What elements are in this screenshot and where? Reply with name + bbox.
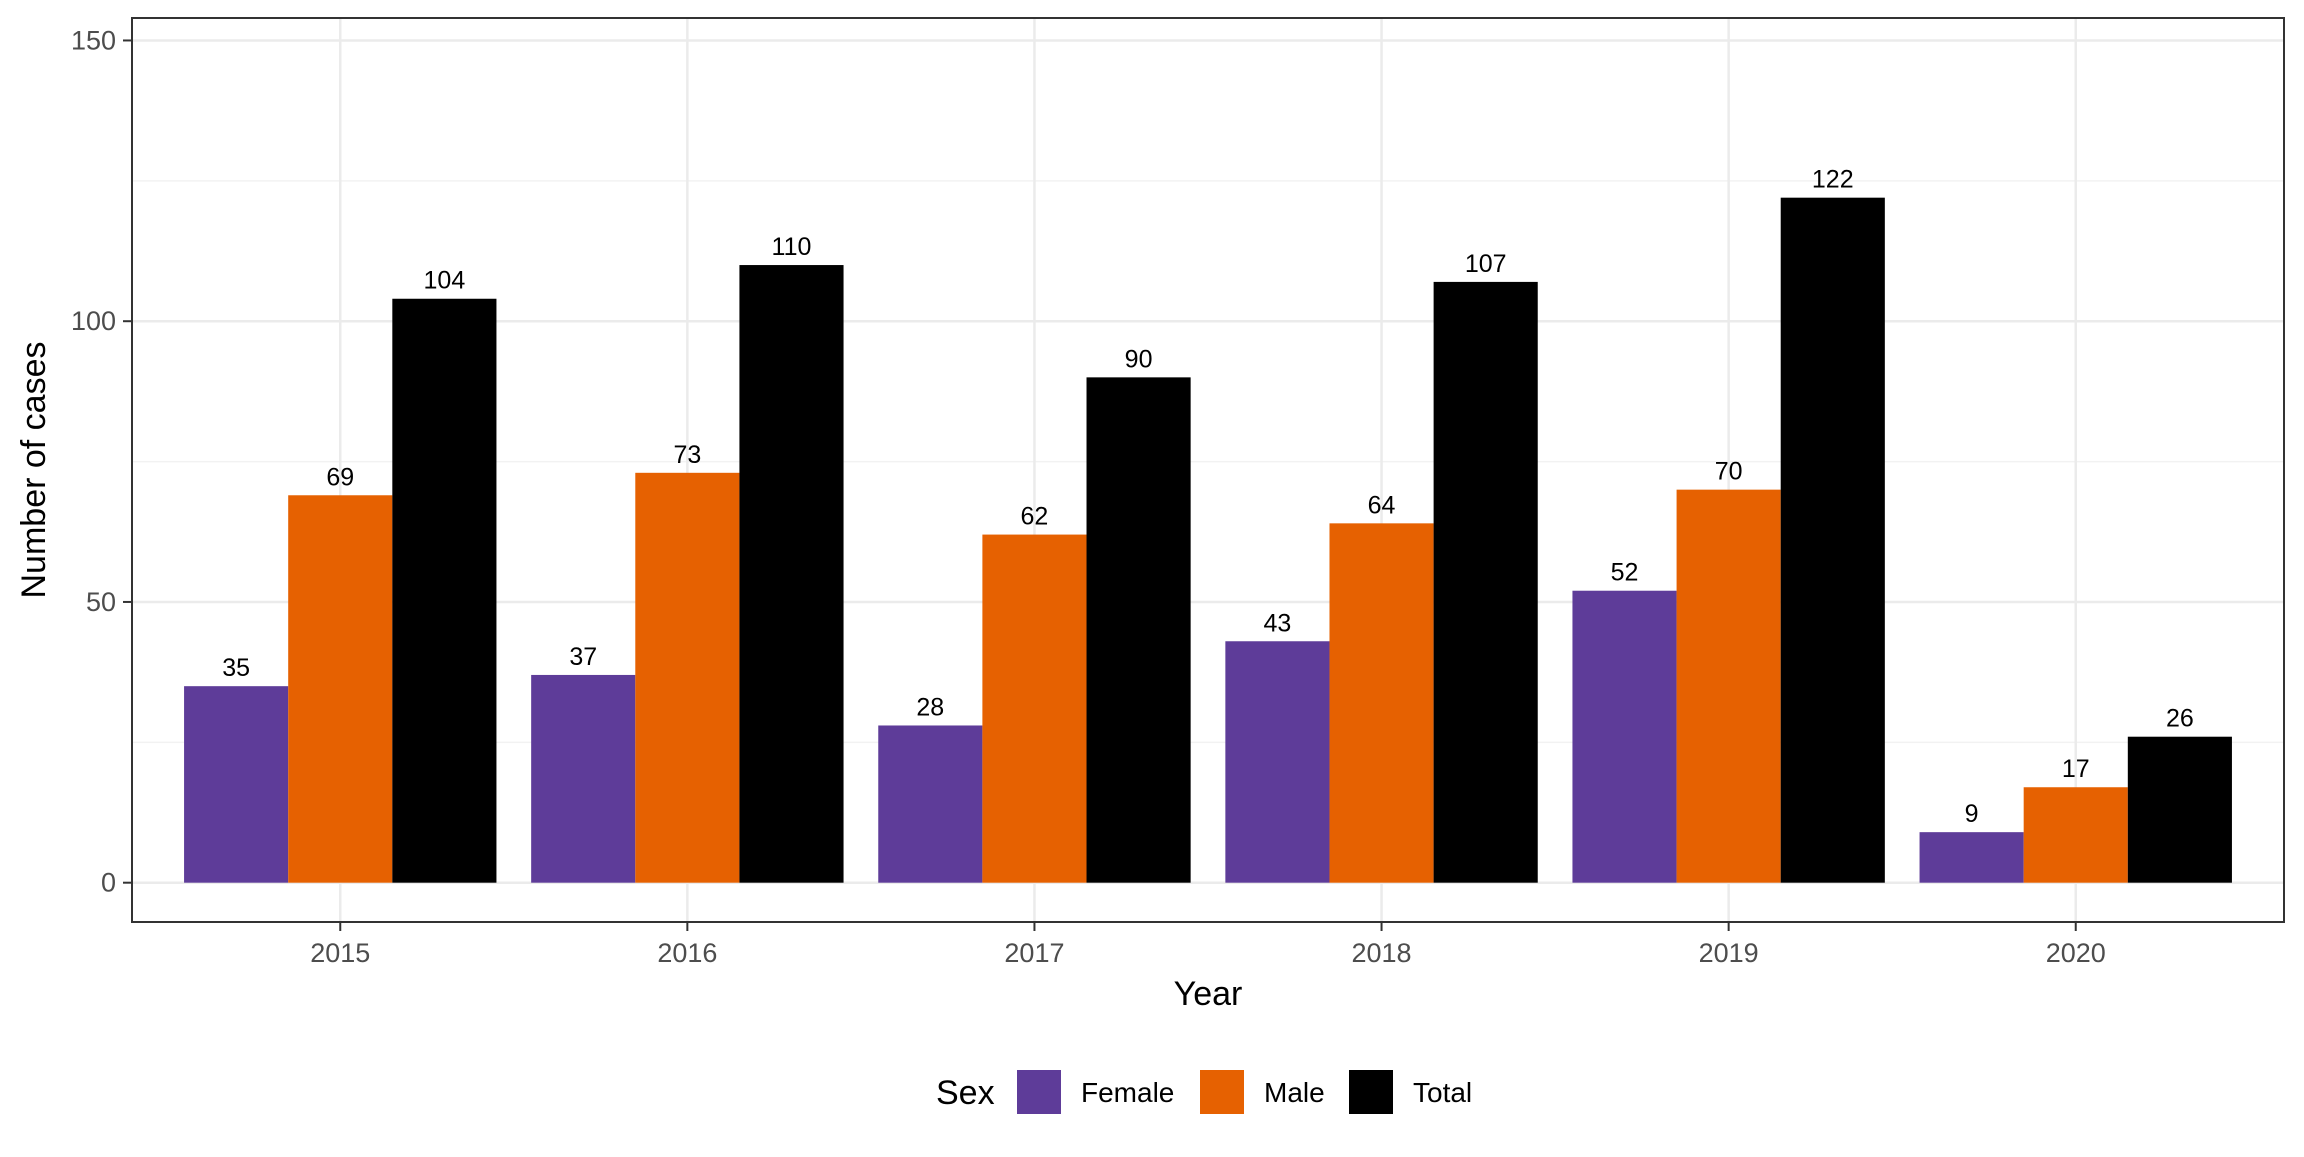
data-label-total-2020: 26 xyxy=(2166,705,2194,733)
legend-label-male: Male xyxy=(1264,1077,1325,1108)
x-tick-label: 2016 xyxy=(657,938,717,968)
data-label-male-2019: 70 xyxy=(1715,458,1743,486)
data-label-total-2015: 104 xyxy=(424,267,466,295)
legend-key-total xyxy=(1349,1070,1393,1114)
legend-label-female: Female xyxy=(1081,1077,1174,1108)
y-tick-label: 50 xyxy=(86,587,116,617)
legend-key-female xyxy=(1017,1070,1061,1114)
y-tick-label: 100 xyxy=(71,306,116,336)
axes: 0 50 100 150 2015 2016 2017 2018 2019 2020 xyxy=(71,25,2106,968)
bar-female-2018 xyxy=(1225,641,1330,883)
data-label-female-2017: 28 xyxy=(916,693,944,721)
data-label-female-2019: 52 xyxy=(1611,559,1639,587)
bar-total-2015 xyxy=(392,298,497,883)
bar-total-2020 xyxy=(2127,736,2232,883)
data-label-male-2015: 69 xyxy=(326,463,354,491)
x-tick-label: 2017 xyxy=(1004,938,1064,968)
y-tick-label: 0 xyxy=(101,868,116,898)
data-labels: 35 37 28 43 52 9 69 73 62 64 70 17 104 110 90 107 122 26 xyxy=(222,166,2194,828)
bar-male-2018 xyxy=(1329,523,1434,883)
data-label-female-2015: 35 xyxy=(222,654,250,682)
bar-female-2016 xyxy=(531,674,636,883)
data-label-male-2018: 64 xyxy=(1368,491,1396,519)
bar-male-2015 xyxy=(288,495,393,883)
x-axis-title: Year xyxy=(1174,975,1243,1013)
data-label-female-2018: 43 xyxy=(1264,609,1292,637)
bar-female-2017 xyxy=(878,725,983,883)
plot-panel-border xyxy=(131,17,2285,923)
data-label-female-2016: 37 xyxy=(569,643,597,671)
y-tick-label: 150 xyxy=(71,25,116,55)
bar-total-2018 xyxy=(1433,281,1538,883)
bar-female-2019 xyxy=(1572,590,1677,883)
data-label-total-2017: 90 xyxy=(1125,345,1153,373)
legend-title: Sex xyxy=(936,1074,995,1112)
x-tick-label: 2015 xyxy=(310,938,370,968)
data-label-male-2020: 17 xyxy=(2062,755,2090,783)
data-label-total-2016: 110 xyxy=(772,233,812,261)
y-axis-title: Number of cases xyxy=(15,342,53,599)
bar-total-2017 xyxy=(1086,377,1191,883)
legend-key-male xyxy=(1200,1070,1244,1114)
bar-male-2019 xyxy=(1676,489,1781,883)
data-label-male-2016: 73 xyxy=(673,441,701,469)
bar-male-2017 xyxy=(982,534,1087,883)
data-label-total-2018: 107 xyxy=(1465,250,1507,278)
x-tick-label: 2018 xyxy=(1352,938,1412,968)
bar-female-2020 xyxy=(1919,832,2024,883)
data-label-total-2019: 122 xyxy=(1812,166,1854,194)
data-label-female-2020: 9 xyxy=(1965,800,1979,828)
bar-total-2016 xyxy=(739,265,844,883)
legend-label-total: Total xyxy=(1413,1077,1472,1108)
bar-male-2016 xyxy=(635,472,740,883)
x-tick-label: 2020 xyxy=(2046,938,2106,968)
x-tick-label: 2019 xyxy=(1699,938,1759,968)
legend: Sex Female Male Total xyxy=(936,1070,1472,1114)
bar-female-2015 xyxy=(184,686,289,883)
data-label-male-2017: 62 xyxy=(1021,503,1049,531)
bar-total-2019 xyxy=(1780,197,1885,883)
bars xyxy=(184,197,2232,883)
bar-male-2020 xyxy=(2023,787,2128,883)
